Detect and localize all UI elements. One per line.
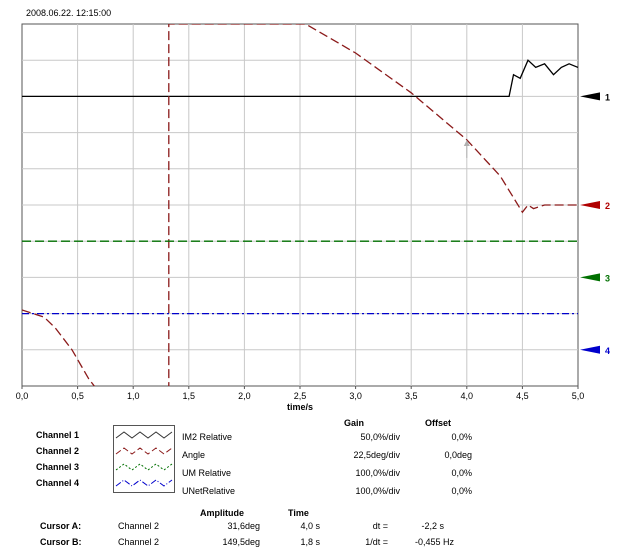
- x-tick-label: 4,5: [516, 391, 529, 401]
- gain-header: Gain: [344, 418, 365, 428]
- x-tick-label: 0,0: [16, 391, 29, 401]
- legend-sample-4: [115, 479, 173, 487]
- row-2-gain: 22,5deg/div: [353, 450, 400, 460]
- series-line-1: [22, 59, 578, 98]
- x-tick-label: 3,0: [349, 391, 362, 401]
- row-1-offset: 0,0%: [451, 432, 472, 442]
- row-4-offset: 0,0%: [451, 486, 472, 496]
- legend-sample-1: [115, 431, 173, 439]
- channel-marker-label-4: 4: [605, 346, 610, 356]
- row-2-offset: 0,0deg: [444, 450, 472, 460]
- cursor-b-delta-label: 1/dt =: [365, 537, 388, 547]
- x-tick-label: 2,5: [294, 391, 307, 401]
- channel-marker-label-1: 1: [605, 92, 610, 102]
- x-tick-label: 3,5: [405, 391, 418, 401]
- series-line-5: [22, 309, 96, 386]
- channel-1-label: Channel 1: [36, 430, 80, 440]
- channel-marker-label-3: 3: [605, 273, 610, 283]
- oscilloscope-plot[interactable]: 0,0 0,5 1,0 1,5 2,0 2,5 3,0 3,5 4,0 4,5 5,0 time/s 1…: [0, 0, 626, 420]
- cursor-a-amplitude: 31,6deg: [227, 521, 260, 531]
- row-3-name: UM Relative: [182, 468, 232, 478]
- channel-4-label: Channel 4: [36, 478, 80, 488]
- channel-3-label: Channel 3: [36, 462, 80, 472]
- x-tick-label: 1,0: [127, 391, 140, 401]
- cursor-b-amplitude: 149,5deg: [222, 537, 260, 547]
- legend-sample-2: [115, 447, 173, 455]
- cursor-b-channel: Channel 2: [118, 537, 160, 547]
- channel-marker-4: [580, 345, 600, 354]
- cursor-a-label: Cursor A:: [40, 521, 82, 531]
- legend-sample-3: [115, 463, 173, 471]
- row-2-name: Angle: [182, 450, 206, 460]
- cursor-a-delta-value: -2,2 s: [421, 521, 444, 531]
- channel-marker-1: [580, 92, 600, 101]
- channel-marker-label-2: 2: [605, 201, 610, 211]
- row-3-offset: 0,0%: [451, 468, 472, 478]
- row-1-gain: 50,0%/div: [360, 432, 400, 442]
- cursor-a-channel: Channel 2: [118, 521, 160, 531]
- row-4-gain: 100,0%/div: [355, 486, 400, 496]
- channel-marker-2: [580, 201, 600, 209]
- x-tick-label: 2,0: [238, 391, 251, 401]
- timestamp: 2008.06.22. 12:15:00: [26, 8, 112, 18]
- time-header: Time: [288, 508, 309, 518]
- amplitude-header: Amplitude: [200, 508, 244, 518]
- channel-2-label: Channel 2: [36, 446, 80, 456]
- channel-marker-3: [580, 273, 600, 282]
- cursor-b-delta-value: -0,455 Hz: [414, 537, 454, 547]
- legend-samples: [115, 431, 173, 487]
- x-axis-label: time/s: [287, 402, 313, 412]
- cursor-a-time: 4,0 s: [300, 521, 320, 531]
- x-tick-label: 5,0: [572, 391, 585, 401]
- x-tick-label: 0,5: [71, 391, 84, 401]
- cursor-b-label: Cursor B:: [40, 537, 82, 547]
- offset-header: Offset: [425, 418, 452, 428]
- channel-legend-box: [113, 425, 175, 493]
- row-4-name: UNetRelative: [182, 486, 236, 496]
- x-tick-label: 4,0: [461, 391, 474, 401]
- row-3-gain: 100,0%/div: [355, 468, 400, 478]
- row-1-name: IM2 Relative: [182, 432, 233, 442]
- series-line-2: [168, 24, 578, 386]
- cursor-a-delta-label: dt =: [372, 521, 388, 531]
- x-tick-label: 1,5: [183, 391, 196, 401]
- cursor-b-time: 1,8 s: [300, 537, 320, 547]
- cursor-a-marker-head: [463, 139, 470, 146]
